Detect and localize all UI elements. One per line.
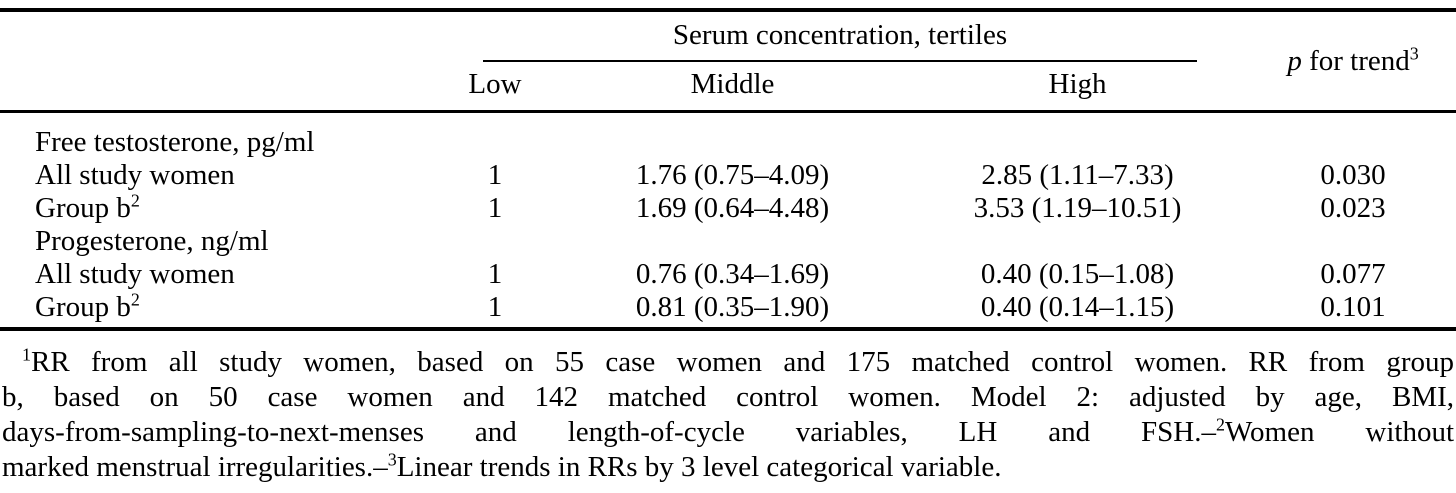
column-header-low: Low [430,62,560,113]
text-run: days-from-sampling-to-next-menses and le… [2,416,1216,448]
cell-low: 1 [430,291,560,331]
cell-p-trend: 0.030 [1320,159,1386,191]
cell-high [905,112,1250,160]
text-run: p [1287,44,1302,77]
cell-low: 1 [487,192,503,224]
empty-corner-cell [0,10,430,113]
footnote-line-2: b, based on 50 case women and 142 matche… [2,380,1454,415]
cell-middle: 1.69 (0.64–4.48) [635,192,830,224]
text-run: for trend [1301,44,1410,77]
text-run: marked menstrual irregularities.– [2,451,388,483]
section-label: Progesterone, ng/ml [0,225,430,258]
section-row: Progesterone, ng/ml [0,225,1456,258]
cell-high: 2.85 (1.11–7.33) [981,159,1174,191]
text-run: b, based on 50 case women and 142 matche… [2,381,1454,413]
text-run: All study women [35,258,235,290]
footnote-line-3: days-from-sampling-to-next-menses and le… [2,415,1454,450]
table-header: Serum concentration, tertiles p for tren… [0,10,1456,113]
table-row: Group b2 1 1.69 (0.64–4.48) 3.53 (1.19–10.5… [0,190,1456,225]
text-run: Free testosterone, pg/ml [35,126,315,158]
cell-middle [560,112,905,160]
cell-middle: 0.76 (0.34–1.69) [635,258,830,290]
spanner-label: Serum concentration, tertiles [483,12,1197,62]
cell-middle: 1.76 (0.75–4.09) [635,159,830,191]
column-header-high: High [905,62,1251,113]
header-row-columns: Low Middle High [0,62,1456,113]
table-row: Group b2 1 0.81 (0.35–1.90) 0.40 (0.14–1.15… [0,289,1456,331]
table-row: All study women 1 1.76 (0.75–4.09) 2.85 (1.… [0,159,1456,192]
header-row-spanner: Serum concentration, tertiles p for tren… [0,10,1456,113]
section-row: Free testosterone, pg/ml [0,112,1456,160]
results-table: Serum concentration, tertiles p for tren… [0,8,1456,331]
text-run: RR from all study women, based on 55 cas… [30,346,1454,378]
spanner-header-cell: Serum concentration, tertiles [430,10,1250,62]
column-header-middle: Middle [560,62,905,113]
cell-low: 1 [487,258,503,290]
row-label: Group b2 [0,289,430,331]
superscript: 2 [130,289,140,310]
row-label: All study women [0,258,430,291]
superscript: 2 [130,190,140,211]
table-row: All study women 1 0.76 (0.34–1.69) 0.40 (0.… [0,258,1456,291]
superscript: 2 [1216,414,1225,435]
cell-p-trend: 0.077 [1320,258,1386,290]
text-run: Progesterone, ng/ml [35,225,269,257]
footnote-line-1: 1RR from all study women, based on 55 ca… [2,345,1454,380]
footnote-line-4: marked menstrual irregularities.–3Linear… [2,450,1454,485]
cell-high: 0.40 (0.14–1.15) [905,291,1251,331]
cell-high: 0.40 (0.15–1.08) [980,258,1175,290]
cell-high [905,225,1250,258]
text-run: All study women [35,159,235,191]
superscript: 1 [22,344,31,365]
p-for-trend-header: p for trend3 [1250,10,1456,113]
cell-low [430,112,560,160]
table-body: Free testosterone, pg/ml All study women 1… [0,112,1456,331]
superscript: 3 [1409,42,1419,63]
row-label: All study women [0,159,430,192]
superscript: 3 [387,449,397,470]
cell-middle: 0.81 (0.35–1.90) [560,291,905,331]
cell-p-trend [1250,112,1456,160]
section-label: Free testosterone, pg/ml [0,112,430,160]
text-run: Group b [35,192,131,224]
cell-p-trend: 0.101 [1250,291,1456,331]
cell-middle [560,225,905,258]
text-run: Linear trends in RRs by 3 level categori… [396,451,1002,483]
cell-p-trend: 0.023 [1320,192,1386,224]
cell-p-trend [1250,225,1456,258]
cell-low [430,225,560,258]
cell-high: 3.53 (1.19–10.51) [973,192,1182,224]
row-label: Group b2 [0,190,430,225]
text-run: Women without [1224,416,1455,448]
footnote: 1RR from all study women, based on 55 ca… [2,345,1454,485]
cell-low: 1 [487,159,503,191]
text-run: Group b [35,291,131,323]
